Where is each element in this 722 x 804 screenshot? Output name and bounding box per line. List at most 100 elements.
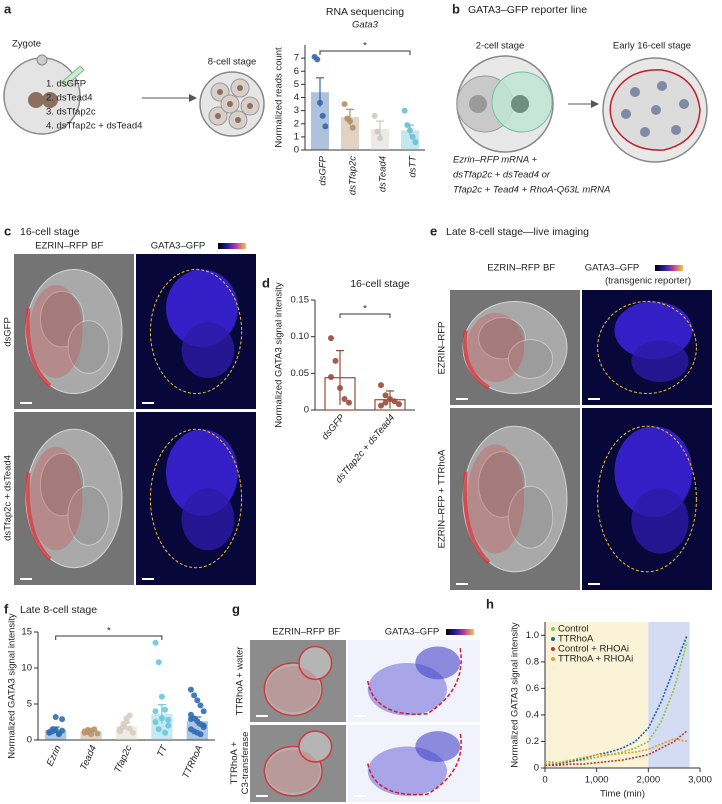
data-point (337, 385, 343, 391)
legend-label: Control (558, 624, 589, 635)
series-line (544, 641, 688, 764)
significance-label: * (363, 41, 367, 52)
gfp-signal (181, 322, 235, 378)
treatment: 3. dsTfap2c (46, 107, 96, 118)
data-point (59, 727, 66, 734)
panel-label: d (262, 275, 270, 290)
channel-label: EZRIN–RFP (272, 627, 325, 638)
panel-b: b GATA3–GFP reporter line 2-cell stage E… (452, 1, 708, 196)
data-point (409, 133, 416, 140)
y-tick-label: 0.2 (526, 736, 539, 747)
row-label: TTRhoA + water (235, 647, 246, 716)
data-point (117, 726, 124, 733)
series-line (544, 634, 688, 767)
y-tick-label: 0 (534, 763, 539, 774)
pronucleus (42, 92, 58, 108)
chart-subtitle: Gata3 (352, 20, 379, 31)
data-point (341, 101, 348, 108)
y-tick-label: 15 (21, 627, 32, 638)
data-point (194, 697, 201, 704)
data-point (322, 123, 329, 130)
data-point (197, 702, 204, 709)
micrograph (14, 254, 134, 409)
panel-label: g (232, 601, 240, 616)
ezrin-overlay (466, 313, 525, 382)
data-point (152, 639, 159, 646)
panel-label: h (486, 596, 494, 611)
row-label: TTRhoA + (229, 741, 240, 784)
data-point (187, 686, 194, 693)
x-tick-label: Tfap2c (112, 743, 134, 774)
y-tick-label: 2 (294, 118, 299, 129)
data-point (374, 128, 381, 135)
data-point (162, 706, 169, 713)
data-point (412, 139, 419, 146)
legend-label: TTRhoA + RHOAi (558, 654, 633, 665)
nuclei (215, 85, 253, 123)
row-label: EZRIN–RFP (437, 322, 448, 375)
ezrin-overlay (466, 444, 525, 554)
ezrin-signal (462, 329, 491, 390)
x-tick-label: 0 (542, 775, 547, 786)
polar-body (36, 54, 48, 66)
data-point (165, 722, 172, 729)
x-axis-label: Time (min) (600, 789, 645, 800)
pipette (61, 65, 85, 87)
panel-a: a Zygote 1. dsGFP 2. dsTead4 3. dsTfap2c… (3, 1, 265, 137)
micrograph (582, 290, 712, 405)
y-tick-label: 4 (294, 92, 299, 103)
chart-title: 16-cell stage (350, 278, 410, 290)
y-tick-label: 0.05 (291, 368, 310, 379)
legend-label: Control + RHOAi (558, 644, 629, 655)
label: 8-cell stage (208, 57, 257, 68)
data-point (155, 659, 162, 666)
data-point (200, 722, 207, 729)
cell (67, 485, 110, 546)
data-point (91, 726, 98, 733)
panel-label: c (4, 223, 11, 238)
data-point (123, 715, 130, 722)
data-point (191, 692, 198, 699)
gfp-signal (415, 646, 461, 680)
data-point (126, 725, 133, 732)
data-point (162, 729, 169, 736)
y-tick-label: 5 (294, 79, 299, 90)
data-point (387, 396, 393, 402)
micrograph (348, 640, 480, 722)
data-point (314, 56, 321, 63)
y-tick-label: 1.0 (526, 630, 539, 641)
text: dsTfap2c + dsTead4 or (453, 170, 551, 181)
significance-label: * (363, 304, 367, 315)
y-tick-label: 5 (27, 699, 32, 710)
outline (149, 428, 243, 569)
y-tick-label: 0.6 (526, 683, 539, 694)
data-point (88, 731, 95, 738)
channel-label: GATA3–GFP (585, 263, 640, 274)
y-tick-label: 0.4 (526, 709, 539, 720)
row-label: dsGFP (3, 317, 14, 347)
data-point (396, 401, 402, 408)
channel-label: GATA3–GFP (151, 241, 206, 252)
data-point (129, 729, 136, 736)
series-line (545, 730, 688, 767)
data-point (84, 726, 91, 733)
channel-label: BF (543, 263, 555, 274)
channel-label: EZRIN–RFP (487, 263, 540, 274)
bar (45, 729, 67, 740)
micrograph (14, 412, 134, 585)
x-tick-label: Tead4 (78, 744, 99, 772)
y-tick-label: 0.10 (291, 331, 310, 342)
row-label: dsTfap2c + dsTead4 (3, 455, 14, 541)
gfp-signal (181, 488, 235, 551)
bar (311, 92, 329, 150)
data-point (378, 402, 384, 409)
x-tick-label: 1,000 (585, 775, 609, 786)
label: Zygote (12, 39, 41, 50)
data-point (187, 716, 194, 723)
data-point (378, 382, 384, 389)
data-point (346, 399, 352, 406)
data-point (200, 708, 207, 715)
data-point (328, 335, 334, 342)
x-tick-label: Ezrin (45, 744, 64, 768)
row-label: C3-transferase (240, 732, 251, 795)
